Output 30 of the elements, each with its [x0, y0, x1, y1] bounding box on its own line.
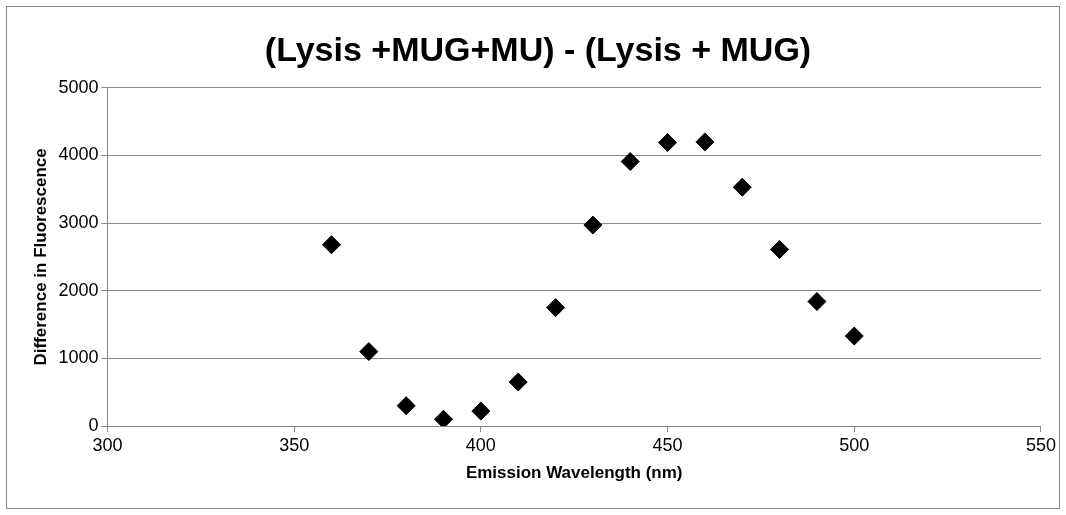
x-tick-label: 400: [465, 434, 496, 455]
x-tick-label: 450: [652, 434, 683, 455]
point: [321, 235, 341, 255]
y-tick-label: 4000: [58, 144, 99, 165]
point: [546, 298, 566, 318]
x-axis-title: Emission Wavelength (nm): [465, 463, 683, 483]
point: [807, 292, 827, 312]
x-tick-label: 350: [279, 434, 310, 455]
y-axis-title: Difference in Fluorescence: [30, 148, 50, 366]
point: [508, 372, 528, 392]
x-tick-label: 300: [92, 434, 123, 455]
point: [583, 215, 603, 235]
y-tick-label: 3000: [58, 212, 99, 233]
point: [732, 177, 752, 197]
point: [695, 132, 715, 152]
point: [471, 401, 491, 421]
x-tick-label: 550: [1025, 434, 1057, 455]
x-tick-label: 500: [839, 434, 870, 455]
y-tick-label: 1000: [58, 347, 99, 368]
chart-title: (Lysis +MUG+MU) - (Lysis + MUG): [264, 29, 812, 68]
y-tick-label: 0: [88, 414, 99, 435]
y-tick-label: 5000: [58, 76, 99, 97]
point: [396, 396, 416, 416]
point: [359, 342, 379, 362]
point: [770, 239, 790, 259]
point: [620, 152, 640, 172]
point: [658, 133, 678, 153]
y-tick-label: 2000: [58, 279, 99, 300]
point: [434, 409, 454, 426]
point: [844, 326, 864, 346]
